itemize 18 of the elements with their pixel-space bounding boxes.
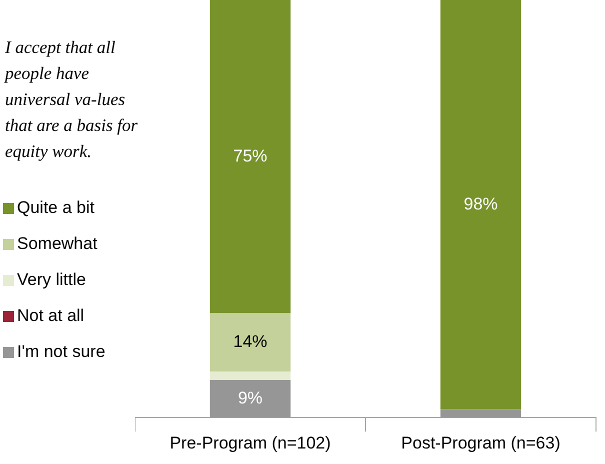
bar xyxy=(210,380,291,418)
data-label: 98% xyxy=(464,194,498,214)
legend-label: Not at all xyxy=(17,306,84,326)
data-label: 75% xyxy=(233,146,268,166)
bar xyxy=(210,372,291,380)
bar xyxy=(440,409,522,418)
legend-label: I'm not sure xyxy=(17,342,106,362)
legend-label: Somewhat xyxy=(17,234,98,254)
legend-label: Quite a bit xyxy=(17,198,94,218)
bar xyxy=(210,0,291,314)
data-label: 14% xyxy=(233,332,268,352)
legend-label: Very little xyxy=(17,270,86,290)
x-tick-label: Pre-Program (n=102) xyxy=(170,433,331,452)
data-label: 9% xyxy=(238,388,263,408)
bar xyxy=(440,0,522,410)
text: I accept that all people have universal va-lues that are a basis for equity work. xyxy=(3,36,139,163)
x-tick-label: Post-Program (n=63) xyxy=(401,433,560,452)
bar xyxy=(210,313,291,372)
